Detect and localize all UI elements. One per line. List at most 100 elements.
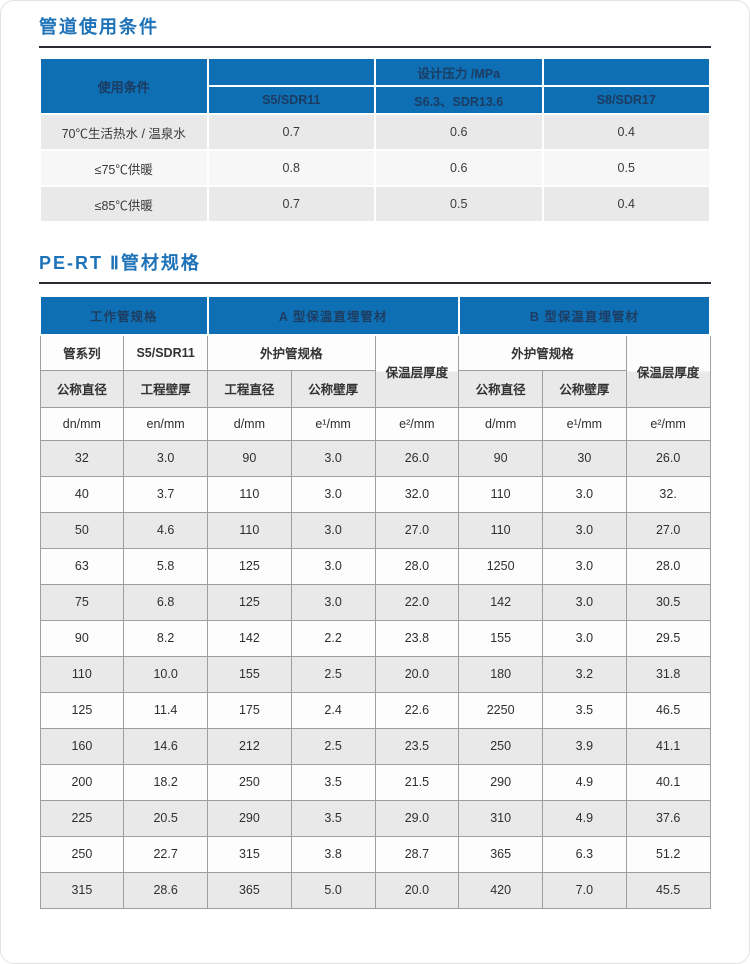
spec-value: 225 (39, 799, 125, 837)
spec-value: 3.0 (542, 583, 627, 621)
section-usage-conditions: 管道使用条件 使用条件 设计压力 /MPa S5/SDR11 S6.3、SDR1… (39, 13, 711, 223)
spec-value: 22.6 (374, 691, 460, 729)
spec-value: 3.2 (542, 655, 627, 693)
type-b-group-header: B 型保温直埋管材 (457, 295, 712, 336)
spec-value: 4.9 (542, 763, 627, 801)
pressure-value: 0.7 (206, 185, 376, 223)
table-row: 110 10.0 155 2.5 20.0 180 3.2 31.8 (39, 655, 711, 693)
spec-value: 110 (458, 511, 543, 549)
spec-value: 23.5 (374, 727, 460, 765)
spec-value: 290 (207, 799, 292, 837)
table-row: 63 5.8 125 3.0 28.0 1250 3.0 28.0 (39, 547, 711, 585)
spec-value: 51.2 (625, 835, 711, 873)
pressure-value: 0.5 (374, 185, 544, 223)
spec-value: 142 (458, 583, 543, 621)
nominal-diameter-header: 公称直径 (39, 369, 125, 408)
spec-value: 3.0 (290, 547, 376, 585)
pressure-value: 0.6 (374, 149, 544, 186)
page-title: PE-RT Ⅱ管材规格 (39, 253, 201, 273)
spec-value: 4.9 (542, 799, 627, 837)
spec-value: 290 (458, 763, 543, 801)
table-row: ≤85℃供暖 0.7 0.5 0.4 (39, 185, 711, 223)
spec-value: 365 (458, 835, 543, 873)
condition-label: 70℃生活热水 / 温泉水 (39, 113, 209, 150)
working-pipe-group-header: 工作管规格 (39, 295, 209, 336)
spec-value: 365 (207, 871, 292, 909)
condition-label: ≤75℃供暖 (39, 149, 209, 186)
spec-value: 45.5 (625, 871, 711, 909)
spec-value: 27.0 (625, 511, 711, 549)
outer-pipe-spec-a-header: 外护管规格 (207, 334, 376, 371)
spec-value: 315 (39, 871, 125, 909)
spec-value: 250 (458, 727, 543, 765)
sdr-column-header: S5/SDR11 (206, 85, 376, 115)
sub-header-row-2: 公称直径 工程壁厚 工程直径 公称壁厚 公称直径 公称壁厚 (39, 369, 710, 408)
spec-value: 28.6 (123, 871, 208, 909)
spec-value: 37.6 (625, 799, 711, 837)
page-title: 管道使用条件 (39, 17, 159, 37)
sdr-column-header: S6.3、SDR13.6 (374, 85, 544, 115)
insulation-thickness-a-header: 保温层厚度 (374, 334, 460, 408)
spec-value: 3.0 (542, 547, 627, 585)
spec-value: 6.3 (542, 835, 627, 873)
header-row-sdr: S5/SDR11 S6.3、SDR13.6 S8/SDR17 (40, 85, 711, 115)
spec-value: 31.8 (625, 655, 711, 693)
spec-value: 310 (458, 799, 543, 837)
pressure-value: 0.6 (374, 113, 544, 150)
spec-value: 90 (39, 619, 125, 657)
spec-value: 160 (39, 727, 125, 765)
spec-value: 110 (207, 475, 292, 513)
unit-cell: dn/mm (39, 406, 125, 441)
pressure-value: 0.5 (541, 149, 711, 186)
spec-value: 2.5 (290, 727, 376, 765)
spec-value: 155 (207, 655, 292, 693)
spec-value: 46.5 (625, 691, 711, 729)
spec-value: 110 (39, 655, 125, 693)
spec-value: 175 (207, 691, 292, 729)
spec-value: 20.5 (123, 799, 208, 837)
pipe-series-header: 管系列 (39, 334, 125, 371)
spec-value: 6.8 (123, 583, 208, 621)
engineering-wall-header: 工程壁厚 (123, 369, 208, 408)
spec-value: 30.5 (625, 583, 711, 621)
spec-value: 250 (207, 763, 292, 801)
table-row: 315 28.6 365 5.0 20.0 420 7.0 45.5 (39, 871, 711, 909)
table-row: 250 22.7 315 3.8 28.7 365 6.3 51.2 (39, 835, 711, 873)
spec-value: 3.9 (542, 727, 627, 765)
spec-value: 18.2 (123, 763, 208, 801)
spec-value: 3.5 (542, 691, 627, 729)
pipe-specs-body: 32 3.0 90 3.0 26.0 90 30 26.0 40 3.7 110 3.0 32.0 110… (39, 439, 711, 909)
spec-value: 4.6 (123, 511, 208, 549)
spec-value: 2.4 (290, 691, 376, 729)
spec-value: 32.0 (374, 475, 460, 513)
spec-value: 3.0 (290, 583, 376, 621)
table-row: 200 18.2 250 3.5 21.5 290 4.9 40.1 (39, 763, 711, 801)
spec-value: 22.7 (123, 835, 208, 873)
condition-label: ≤85℃供暖 (39, 185, 209, 223)
spec-value: 1250 (458, 547, 543, 585)
spec-value: 125 (39, 691, 125, 729)
spec-value: 27.0 (374, 511, 460, 549)
spec-value: 90 (207, 439, 292, 477)
unit-cell: d/mm (458, 406, 543, 441)
empty-header-cell (206, 57, 376, 87)
spec-value: 22.0 (374, 583, 460, 621)
nominal-wall-b-header: 公称壁厚 (542, 369, 627, 408)
insulation-thickness-b-header: 保温层厚度 (625, 334, 711, 408)
spec-value: 110 (207, 511, 292, 549)
unit-cell: e²/mm (374, 406, 460, 441)
spec-value: 3.0 (290, 475, 376, 513)
title-divider (39, 46, 711, 48)
outer-pipe-spec-b-header: 外护管规格 (458, 334, 627, 371)
spec-value: 10.0 (123, 655, 208, 693)
spec-value: 20.0 (374, 655, 460, 693)
design-pressure-header: 设计压力 /MPa (374, 57, 544, 87)
sdr-header: S5/SDR11 (123, 334, 208, 371)
group-header-row: 工作管规格 A 型保温直埋管材 B 型保温直埋管材 (39, 295, 712, 336)
spec-value: 32. (625, 475, 711, 513)
spec-value: 75 (39, 583, 125, 621)
spec-value: 14.6 (123, 727, 208, 765)
spec-value: 7.0 (542, 871, 627, 909)
spec-value: 90 (458, 439, 543, 477)
spec-value: 26.0 (374, 439, 460, 477)
